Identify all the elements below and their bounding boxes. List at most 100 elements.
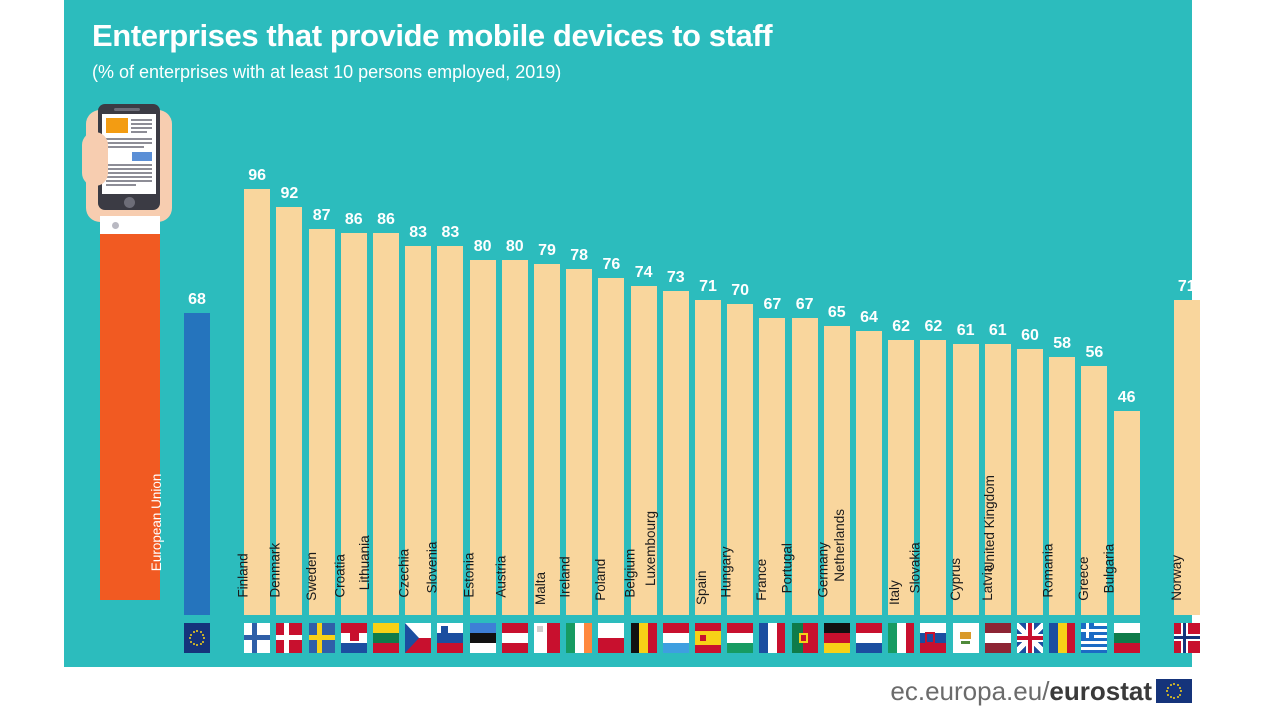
bar-value-label: 92 xyxy=(280,184,299,202)
bar[interactable] xyxy=(856,330,882,615)
eu-star xyxy=(1179,693,1182,696)
eurostat-url[interactable]: ec.europa.eu/eurostat xyxy=(890,676,1152,707)
bar[interactable] xyxy=(437,246,464,615)
flag-stripe xyxy=(437,642,464,653)
bar[interactable] xyxy=(308,228,335,615)
flag-stripe xyxy=(984,632,1011,643)
bar[interactable] xyxy=(1017,348,1043,615)
bar[interactable] xyxy=(888,339,915,615)
screen-text-line xyxy=(131,131,147,133)
flag-stripe xyxy=(501,632,528,643)
eu-star xyxy=(1180,690,1182,692)
hand-finger xyxy=(84,138,106,151)
bar-value-label: 61 xyxy=(956,322,975,340)
cuff-button xyxy=(112,222,119,229)
screen-text-line xyxy=(131,127,152,129)
croatia-flag-icon xyxy=(340,623,367,653)
cyprus-flag-icon xyxy=(952,623,979,653)
eu-star xyxy=(196,644,198,646)
phone-speaker xyxy=(114,108,140,111)
bar-value-label: 78 xyxy=(570,246,589,264)
flag-stripe xyxy=(920,642,947,653)
screen-text-line xyxy=(106,172,152,174)
spain-flag-icon xyxy=(695,623,721,653)
bar[interactable] xyxy=(340,233,367,615)
eu-star xyxy=(196,630,198,632)
bar[interactable] xyxy=(920,339,947,615)
bar[interactable] xyxy=(791,317,818,615)
luxembourg-flag-icon xyxy=(662,623,689,653)
eu-flag-icon xyxy=(1156,679,1192,703)
flag-stripe xyxy=(574,623,584,653)
france-flag-icon xyxy=(759,623,786,653)
screen-text-line xyxy=(106,168,152,170)
eu-star xyxy=(1169,696,1172,699)
bar-value-label: 86 xyxy=(377,211,395,229)
bar[interactable] xyxy=(534,264,560,615)
bar[interactable] xyxy=(759,317,786,615)
bar-value-label: 64 xyxy=(860,308,878,326)
bar-value-label: 58 xyxy=(1053,335,1072,353)
slovakia-flag-icon xyxy=(920,623,947,653)
phone-home-button xyxy=(124,197,135,208)
italy-flag-icon xyxy=(888,623,915,653)
flag-stripe xyxy=(856,642,882,653)
flag-stripe xyxy=(437,623,464,633)
flag-stripe xyxy=(340,642,367,653)
bar[interactable] xyxy=(501,259,528,615)
bar[interactable] xyxy=(984,344,1011,615)
bar[interactable] xyxy=(1173,299,1200,615)
eu-star xyxy=(192,630,195,633)
flag-stripe xyxy=(583,623,593,653)
bar-value-label: 46 xyxy=(1117,388,1136,406)
flag-stripe xyxy=(727,632,754,643)
flag-stripe xyxy=(768,623,777,653)
bar-value-label: 65 xyxy=(827,304,846,322)
bar[interactable] xyxy=(405,246,432,615)
flag-stripe xyxy=(896,623,906,653)
bar[interactable] xyxy=(695,299,721,615)
bar[interactable] xyxy=(276,206,303,615)
bar[interactable] xyxy=(184,313,210,615)
flag-detail xyxy=(244,635,271,640)
screen-text-line xyxy=(106,138,152,140)
eu-star xyxy=(203,637,205,639)
latvia-flag-icon xyxy=(984,623,1011,653)
flag-stripe xyxy=(905,623,915,653)
bar[interactable] xyxy=(373,233,399,615)
bar[interactable] xyxy=(727,304,754,615)
bar[interactable] xyxy=(566,268,593,615)
bar[interactable] xyxy=(244,188,271,615)
bar[interactable] xyxy=(823,326,850,615)
flag-detail xyxy=(1081,638,1108,641)
bar-value-label: 83 xyxy=(409,224,428,242)
bar[interactable] xyxy=(952,344,979,615)
slovenia-flag-icon xyxy=(437,623,464,653)
bar[interactable] xyxy=(662,290,689,615)
bar[interactable] xyxy=(469,259,496,615)
screen-text-line xyxy=(106,180,152,182)
screen-text-line xyxy=(131,123,152,125)
bar-value-label: 70 xyxy=(731,282,750,300)
eu-star xyxy=(189,637,191,639)
bar[interactable] xyxy=(630,286,657,615)
bar[interactable] xyxy=(1081,366,1108,615)
bar[interactable] xyxy=(1113,410,1140,615)
flag-stripe xyxy=(340,623,367,633)
bar-value-label: 62 xyxy=(892,317,911,335)
eu-star xyxy=(1176,696,1179,699)
screen-text-line xyxy=(131,119,152,121)
norway-flag-icon xyxy=(1173,623,1200,653)
flag-stripe xyxy=(639,623,648,653)
flag-detail xyxy=(1081,629,1095,632)
flag-stripe xyxy=(598,623,625,638)
eu-star xyxy=(1173,683,1175,685)
bar-value-label: 71 xyxy=(699,277,717,295)
united-kingdom-flag-icon xyxy=(1017,623,1043,653)
bar-value-label: 71 xyxy=(1177,277,1196,295)
flag-stripe xyxy=(727,642,754,653)
screen-text-line xyxy=(106,176,152,178)
czechia-flag-icon xyxy=(405,623,432,653)
bar[interactable] xyxy=(1049,357,1076,615)
bar[interactable] xyxy=(598,277,625,615)
